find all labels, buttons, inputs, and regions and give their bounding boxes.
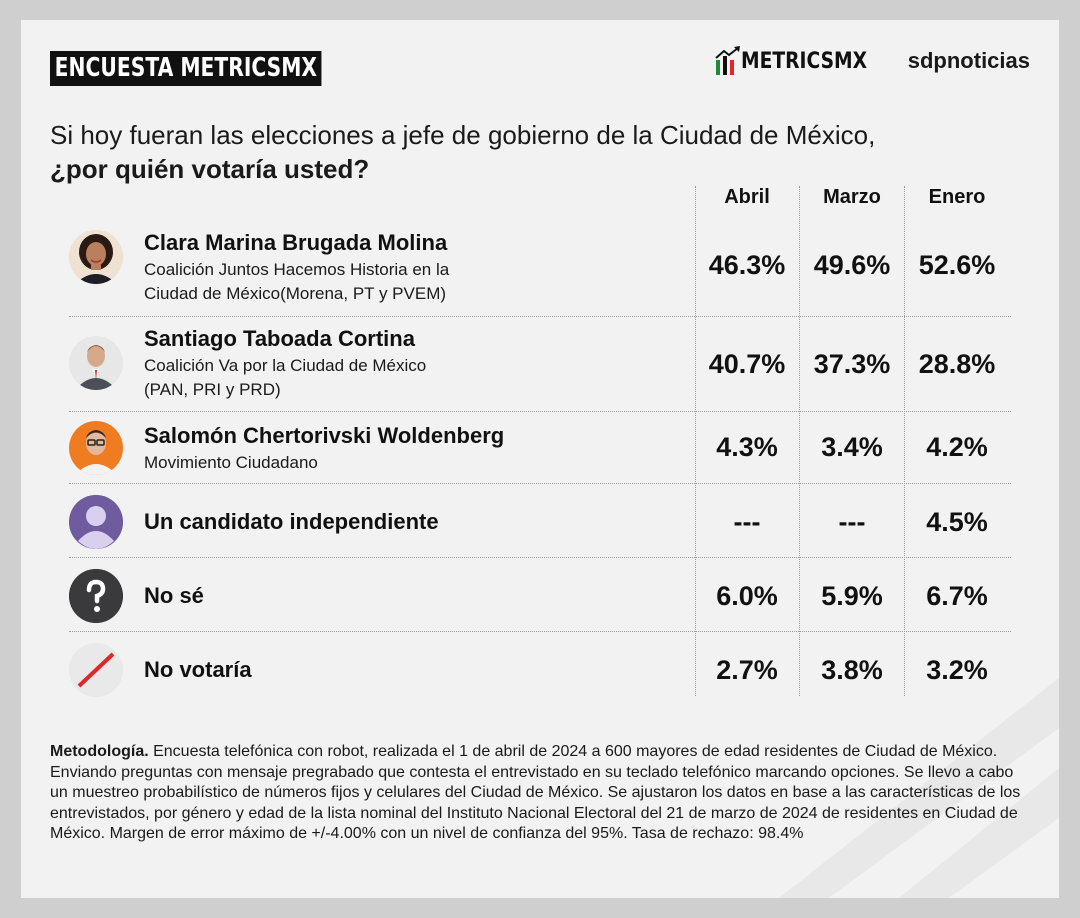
- value-enero: 4.5%: [926, 507, 988, 537]
- row-divider: [69, 316, 1011, 317]
- candidate-name: No sé: [144, 583, 204, 608]
- table-row: No votaría 2.7% 3.8% 3.2%: [69, 631, 1011, 701]
- table-row: No sé 6.0% 5.9% 6.7%: [69, 557, 1011, 631]
- question-icon: [69, 569, 123, 623]
- value-abril: 6.0%: [716, 581, 778, 611]
- candidate-party: Movimiento Ciudadano: [144, 451, 684, 475]
- methodology-label: Metodología.: [50, 743, 149, 760]
- row-divider: [69, 483, 1011, 484]
- methodology-text: Encuesta telefónica con robot, realizada…: [50, 743, 1021, 842]
- logos: METRICSMX sdpnoticias: [715, 46, 1030, 76]
- question-line-1: Si hoy fueran las elecciones a jefe de g…: [50, 120, 876, 150]
- column-divider: [904, 186, 905, 696]
- value-enero: 6.7%: [926, 581, 988, 611]
- value-enero: 4.2%: [926, 432, 988, 462]
- candidate-name: Salomón Chertorivski Woldenberg: [144, 423, 505, 448]
- value-enero: 52.6%: [918, 250, 996, 280]
- column-header-enero: Enero: [928, 186, 986, 208]
- question-line-2: ¿por quién votaría usted?: [50, 154, 370, 184]
- party-line: Movimiento Ciudadano: [144, 453, 318, 472]
- value-marzo: 5.9%: [821, 581, 883, 611]
- candidate-photo-man-glasses: [69, 421, 123, 475]
- background-stripes: [779, 678, 1059, 898]
- value-abril: 4.3%: [716, 432, 778, 462]
- value-marzo: ---: [838, 507, 866, 537]
- person-icon: [69, 495, 123, 549]
- value-abril: 46.3%: [708, 250, 786, 280]
- column-divider: [695, 186, 696, 696]
- chart-arrow-icon: [715, 46, 741, 75]
- column-header-abril: Abril: [724, 186, 770, 208]
- table-row: Santiago Taboada Cortina Coalición Va po…: [69, 316, 1011, 411]
- coalition-line-2: Ciudad de México(Morena, PT y PVEM): [144, 284, 447, 303]
- row-divider: [69, 411, 1011, 412]
- row-divider: [69, 557, 1011, 558]
- poll-card: ENCUESTA METRICSMX METRICSMX sdpnoticias…: [21, 20, 1059, 898]
- candidate-photo-woman: [69, 230, 123, 284]
- candidate-coalition: Coalición Va por la Ciudad de México (PA…: [144, 354, 684, 402]
- sdpnoticias-logo: sdpnoticias: [907, 48, 1030, 73]
- metricsmx-logo: METRICSMX: [715, 46, 889, 76]
- value-marzo: 49.6%: [813, 250, 891, 280]
- candidate-name: Clara Marina Brugada Molina: [144, 230, 448, 255]
- candidate-coalition: Coalición Juntos Hacemos Historia en la …: [144, 258, 684, 306]
- candidate-name: No votaría: [144, 657, 252, 682]
- value-enero: 28.8%: [918, 349, 996, 379]
- candidate-name: Un candidato independiente: [144, 509, 439, 534]
- column-divider: [799, 186, 800, 696]
- methodology-note: Metodología. Encuesta telefónica con rob…: [50, 742, 1035, 845]
- column-header-marzo: Marzo: [823, 186, 881, 208]
- question: Si hoy fueran las elecciones a jefe de g…: [50, 118, 875, 186]
- coalition-line-1: Coalición Va por la Ciudad de México: [144, 356, 427, 375]
- value-abril: ---: [733, 507, 761, 537]
- value-marzo: 3.8%: [821, 655, 883, 685]
- metricsmx-logo-text: METRICSMX: [741, 48, 868, 74]
- row-divider: [69, 631, 1011, 632]
- candidate-photo-man: [69, 336, 123, 390]
- value-abril: 2.7%: [716, 655, 778, 685]
- table-row: Clara Marina Brugada Molina Coalición Ju…: [69, 220, 1011, 316]
- candidate-name: Santiago Taboada Cortina: [144, 326, 415, 351]
- value-marzo: 3.4%: [821, 432, 883, 462]
- table-row: Salomón Chertorivski Woldenberg Movimien…: [69, 411, 1011, 483]
- survey-title-tag: ENCUESTA METRICSMX: [50, 51, 322, 86]
- coalition-line-1: Coalición Juntos Hacemos Historia en la: [144, 260, 450, 279]
- table-row: Un candidato independiente --- --- 4.5%: [69, 483, 1011, 557]
- value-enero: 3.2%: [926, 655, 988, 685]
- value-abril: 40.7%: [708, 349, 786, 379]
- slash-icon: [69, 643, 123, 697]
- coalition-line-2: (PAN, PRI y PRD): [144, 380, 281, 399]
- value-marzo: 37.3%: [813, 349, 891, 379]
